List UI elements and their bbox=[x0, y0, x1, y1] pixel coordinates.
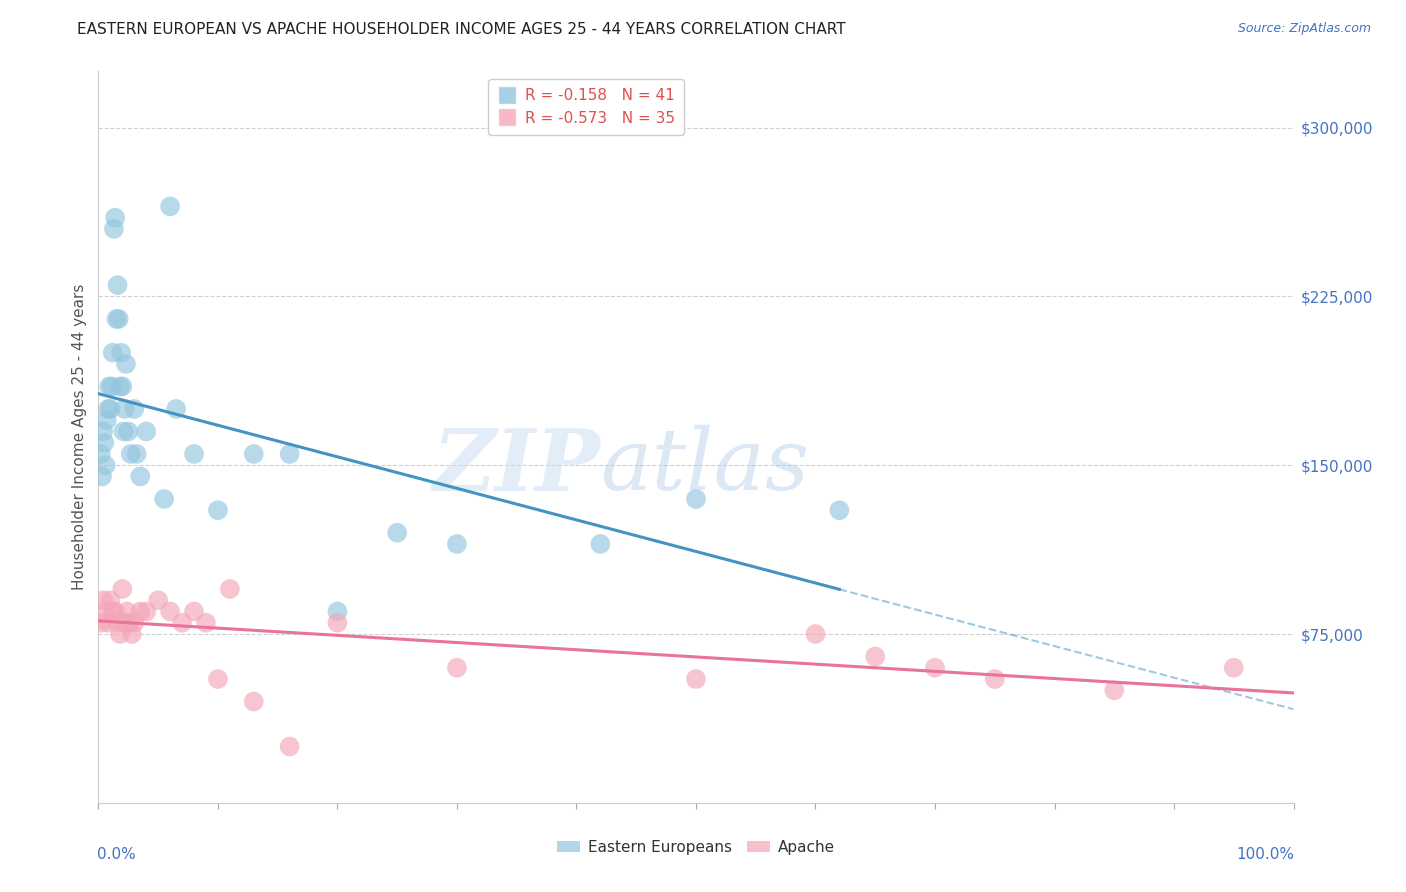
Point bbox=[115, 357, 138, 371]
Point bbox=[94, 458, 117, 473]
Point bbox=[165, 401, 187, 416]
Legend: Eastern Europeans, Apache: Eastern Europeans, Apache bbox=[551, 834, 841, 861]
Point bbox=[111, 582, 134, 596]
Point bbox=[326, 615, 349, 630]
Point bbox=[120, 447, 142, 461]
Point bbox=[685, 672, 707, 686]
Point bbox=[103, 222, 125, 236]
Point bbox=[104, 211, 127, 225]
Point bbox=[91, 469, 114, 483]
Point bbox=[110, 345, 132, 359]
Point bbox=[326, 605, 349, 619]
Point bbox=[219, 582, 242, 596]
Point bbox=[107, 312, 129, 326]
Point bbox=[100, 379, 122, 393]
Point bbox=[101, 605, 124, 619]
Point bbox=[1223, 661, 1246, 675]
Point bbox=[159, 199, 181, 213]
Point bbox=[101, 345, 124, 359]
Point bbox=[183, 605, 205, 619]
Point bbox=[118, 615, 141, 630]
Point bbox=[94, 605, 117, 619]
Point bbox=[172, 615, 194, 630]
Point bbox=[243, 694, 266, 708]
Text: 100.0%: 100.0% bbox=[1237, 847, 1295, 862]
Point bbox=[104, 605, 127, 619]
Point bbox=[107, 615, 129, 630]
Point bbox=[97, 401, 120, 416]
Point bbox=[124, 401, 146, 416]
Point bbox=[685, 491, 707, 506]
Point bbox=[243, 447, 266, 461]
Point bbox=[1104, 683, 1126, 698]
Point bbox=[125, 447, 148, 461]
Point bbox=[589, 537, 612, 551]
Text: atlas: atlas bbox=[600, 425, 810, 508]
Point bbox=[183, 447, 205, 461]
Text: ZIP: ZIP bbox=[433, 425, 600, 508]
Point bbox=[93, 435, 115, 450]
Point bbox=[446, 661, 468, 675]
Point bbox=[129, 605, 152, 619]
Point bbox=[108, 627, 131, 641]
Point bbox=[159, 605, 181, 619]
Point bbox=[96, 413, 118, 427]
Point bbox=[98, 401, 122, 416]
Y-axis label: Householder Income Ages 25 - 44 years: Householder Income Ages 25 - 44 years bbox=[72, 284, 87, 591]
Text: 0.0%: 0.0% bbox=[97, 847, 136, 862]
Point bbox=[804, 627, 827, 641]
Point bbox=[385, 525, 409, 540]
Point bbox=[124, 615, 146, 630]
Point bbox=[112, 425, 135, 439]
Point bbox=[115, 605, 138, 619]
Point bbox=[107, 278, 129, 293]
Point bbox=[129, 469, 152, 483]
Point bbox=[446, 537, 468, 551]
Point bbox=[114, 615, 136, 630]
Point bbox=[98, 593, 122, 607]
Point bbox=[90, 615, 112, 630]
Point bbox=[135, 425, 157, 439]
Point bbox=[91, 425, 114, 439]
Point bbox=[108, 379, 131, 393]
Point bbox=[91, 593, 114, 607]
Point bbox=[98, 379, 121, 393]
Point bbox=[865, 649, 887, 664]
Point bbox=[90, 447, 112, 461]
Point bbox=[278, 739, 301, 754]
Point bbox=[114, 401, 136, 416]
Point bbox=[207, 672, 229, 686]
Point bbox=[828, 503, 851, 517]
Point bbox=[207, 503, 229, 517]
Point bbox=[153, 491, 176, 506]
Point bbox=[195, 615, 218, 630]
Point bbox=[984, 672, 1007, 686]
Point bbox=[97, 615, 120, 630]
Point bbox=[148, 593, 170, 607]
Point bbox=[105, 312, 128, 326]
Point bbox=[278, 447, 301, 461]
Point bbox=[924, 661, 946, 675]
Point bbox=[111, 379, 134, 393]
Text: Source: ZipAtlas.com: Source: ZipAtlas.com bbox=[1237, 22, 1371, 36]
Point bbox=[135, 605, 157, 619]
Point bbox=[121, 627, 143, 641]
Text: EASTERN EUROPEAN VS APACHE HOUSEHOLDER INCOME AGES 25 - 44 YEARS CORRELATION CHA: EASTERN EUROPEAN VS APACHE HOUSEHOLDER I… bbox=[77, 22, 846, 37]
Point bbox=[117, 425, 139, 439]
